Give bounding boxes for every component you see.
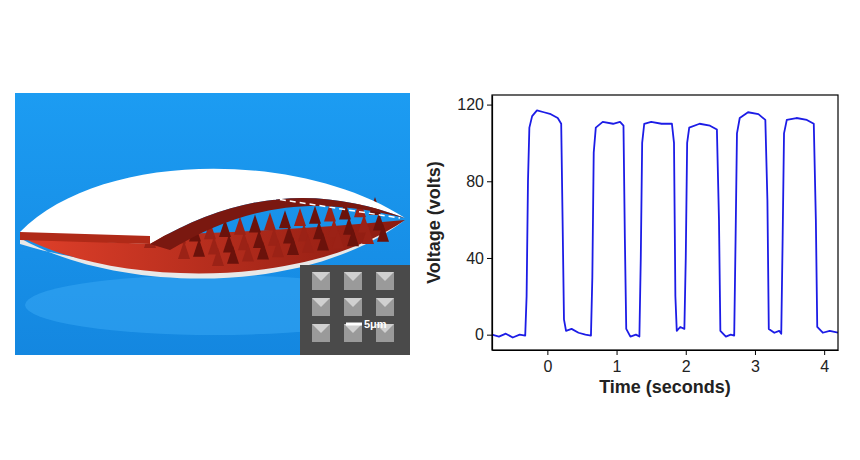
inset-pyramid-face [376, 298, 394, 307]
y-tick: 0 [475, 326, 492, 343]
sem-inset: 5μm [300, 265, 410, 355]
y-tick: 40 [466, 250, 492, 267]
inset-pyramid [312, 298, 330, 316]
x-axis-line [493, 350, 839, 351]
x-tick: 1 [613, 350, 622, 375]
x-tick: 4 [820, 350, 829, 375]
x-tick-label: 4 [820, 358, 829, 375]
illustration: 5μm [15, 93, 410, 355]
inset-pyramid [344, 298, 362, 316]
pyramid [279, 210, 291, 228]
pyramid [287, 237, 299, 255]
inset-pyramid-face [344, 324, 362, 333]
inset-pyramid-face [344, 298, 362, 307]
inset-pyramid [344, 324, 362, 342]
sheet-edge [20, 232, 150, 244]
scale-bar-label: 5μm [364, 318, 387, 330]
y-axis-line [492, 96, 493, 351]
pyramid [242, 244, 254, 262]
inset-pyramid [376, 298, 394, 316]
figure: 5μm0123404080120Time (seconds)Voltage (v… [0, 0, 860, 460]
inset-pyramid-face [312, 298, 330, 307]
x-tick-label: 1 [613, 358, 622, 375]
pyramid [309, 206, 321, 224]
y-tick-label: 40 [466, 250, 484, 267]
inset-pyramid [376, 272, 394, 290]
y-tick-mark [487, 105, 492, 106]
inset-pyramid-face [312, 272, 330, 281]
pyramid [347, 228, 359, 246]
x-tick-label: 2 [682, 358, 691, 375]
pyramid [249, 215, 261, 233]
y-tick-label: 80 [466, 173, 484, 190]
pyramid [317, 233, 329, 251]
x-tick: 2 [682, 350, 691, 375]
pyramid [362, 226, 374, 244]
inset-pyramid-face [376, 272, 394, 281]
y-axis-title: Voltage (volts) [424, 161, 444, 284]
pyramid [332, 230, 344, 248]
x-tick: 0 [543, 350, 552, 375]
inset-background [300, 265, 410, 355]
y-tick-mark [487, 335, 492, 336]
plot-frame [492, 95, 838, 350]
pyramid [302, 235, 314, 253]
y-tick-label: 120 [457, 96, 484, 113]
x-tick-label: 3 [751, 358, 760, 375]
illustration-background [15, 93, 410, 355]
voltage-line [492, 110, 838, 337]
inset-pyramid [344, 272, 362, 290]
inset-pyramid-face [312, 324, 330, 333]
y-axis: 0 40 80 120 [457, 96, 492, 351]
x-tick-mark [686, 350, 687, 355]
pyramid [193, 239, 205, 257]
scale-bar [346, 323, 362, 326]
pyramid [227, 246, 239, 264]
x-tick-mark [547, 350, 548, 355]
pyramid [264, 212, 276, 230]
inset-pyramid [312, 324, 330, 342]
y-tick-label: 0 [475, 326, 484, 343]
dashed-line [270, 198, 400, 218]
inset-pyramid-face [344, 272, 362, 281]
y-tick: 120 [457, 96, 492, 113]
y-tick-mark [487, 258, 492, 259]
pyramid [272, 239, 284, 257]
pyramid [257, 241, 269, 259]
pyramid [294, 208, 306, 226]
x-tick-mark [824, 350, 825, 355]
y-tick-mark [487, 181, 492, 182]
x-axis: 0 1 2 3 4 [493, 350, 839, 375]
x-axis-title: Time (seconds) [599, 377, 731, 397]
x-tick-mark [755, 350, 756, 355]
inset-pyramid [312, 272, 330, 290]
pyramid [234, 217, 246, 235]
pyramid [377, 224, 389, 242]
y-tick: 80 [466, 173, 492, 190]
top-inner-surface [150, 198, 405, 250]
x-tick-mark [617, 350, 618, 355]
plot-area [492, 110, 838, 337]
pyramid [212, 248, 224, 266]
x-tick: 3 [751, 350, 760, 375]
x-tick-label: 0 [543, 358, 552, 375]
